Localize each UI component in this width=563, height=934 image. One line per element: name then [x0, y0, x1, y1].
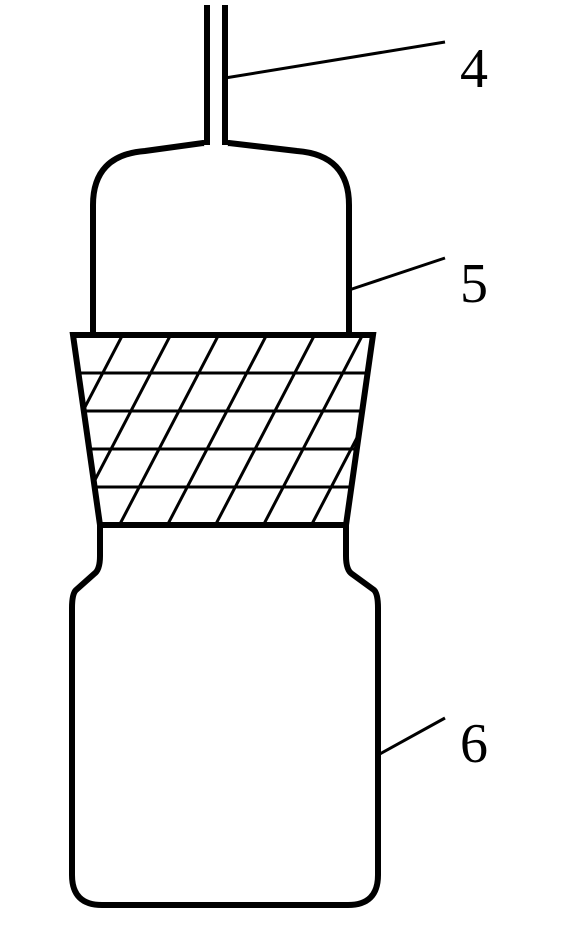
leader-line-5 [349, 258, 445, 290]
technical-diagram: 4 5 6 [0, 0, 563, 934]
dome-outline [93, 143, 349, 335]
callout-label-6: 6 [460, 712, 488, 776]
callout-label-4: 4 [460, 37, 488, 101]
stopper-outline [73, 335, 373, 525]
leader-line-4 [225, 42, 445, 78]
callout-label-5: 5 [460, 252, 488, 316]
diagram-svg [0, 0, 563, 934]
vessel-outline [72, 525, 378, 905]
leader-line-6 [378, 718, 445, 755]
